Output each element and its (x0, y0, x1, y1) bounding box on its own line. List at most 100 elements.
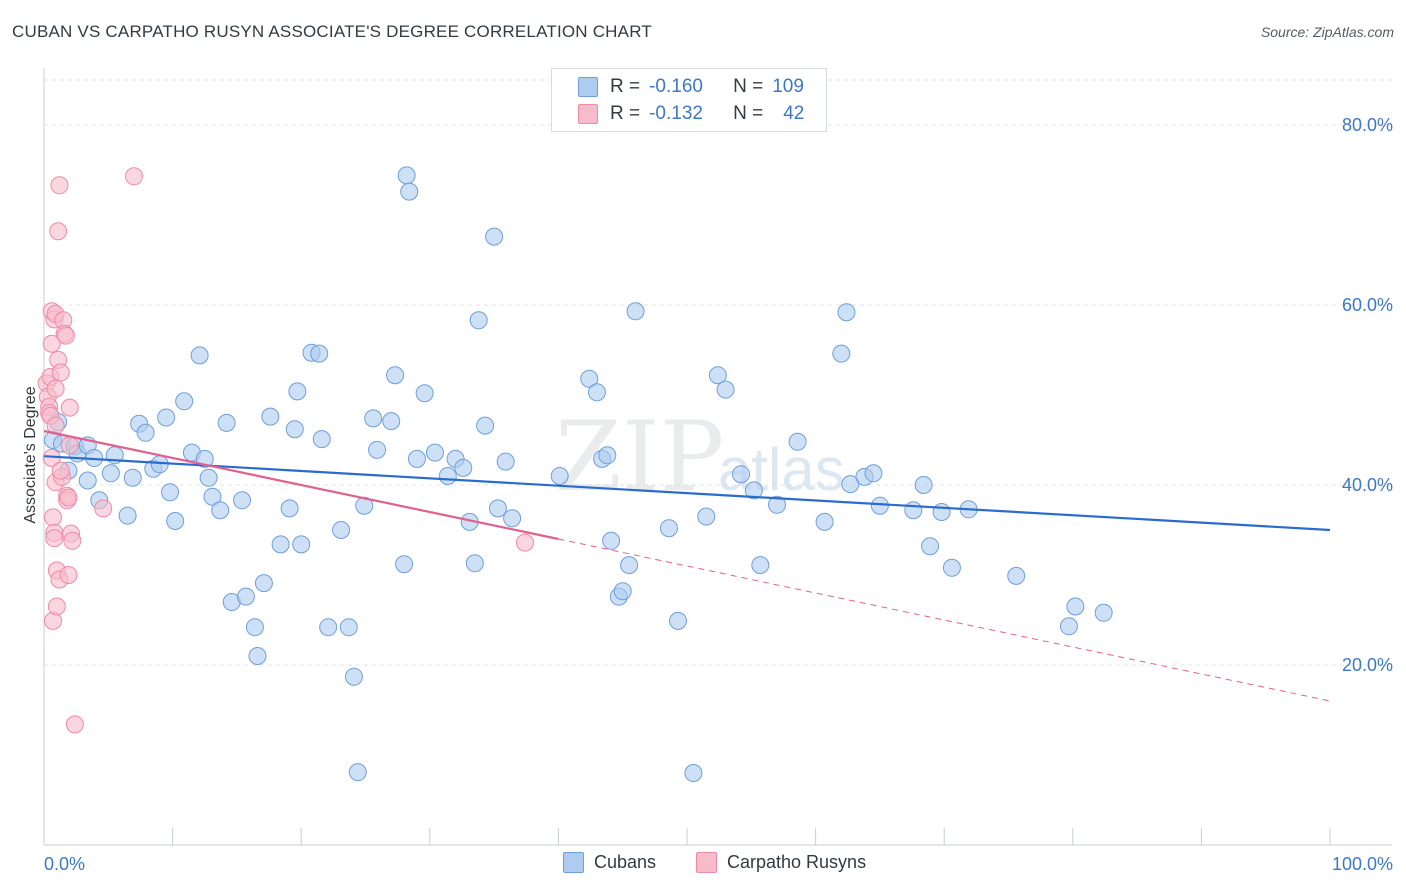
legend-r-label: R = (610, 76, 641, 97)
y-tick-label: 20.0% (1342, 655, 1393, 675)
legend-r-label: R = (610, 103, 641, 124)
cuban-point (768, 495, 787, 514)
legend-n-label: N = (733, 76, 764, 97)
cuban-point (382, 412, 401, 431)
source-label: Source: ZipAtlas.com (1260, 24, 1394, 40)
rusyn-point (49, 222, 68, 241)
rusyn-point (59, 566, 78, 584)
cuban-point (837, 303, 856, 322)
cuban-point (841, 475, 860, 494)
legend-n-value: 109 (772, 76, 804, 97)
cuban-point (465, 554, 484, 573)
cuban-point (613, 582, 632, 601)
cuban-point (150, 455, 169, 474)
cuban-point (832, 344, 851, 363)
legend-n-label: N = (733, 103, 764, 124)
cuban-point (101, 464, 120, 483)
rusyn-point (51, 461, 70, 480)
cuban-point (261, 407, 280, 426)
bottom-legend-rusyns: Carpatho Rusyns (696, 852, 866, 873)
rusyns-trend-line (43, 429, 559, 541)
cuban-point (587, 383, 606, 402)
cuban-point (332, 521, 351, 539)
cuban-point (708, 366, 727, 385)
cuban-point (744, 481, 763, 500)
cuban-point (488, 499, 507, 518)
cuban-point (199, 468, 218, 487)
y-tick-label: 80.0% (1342, 115, 1393, 135)
stats-legend: R = -0.160 N = 109 R = -0.132 N = 42 (551, 68, 827, 132)
cuban-point (659, 519, 678, 538)
cuban-point (580, 369, 599, 388)
cuban-point (78, 471, 97, 490)
watermark-zip: ZIP (555, 401, 724, 513)
cuban-point (248, 647, 267, 665)
cuban-point (161, 483, 180, 502)
rusyn-point (65, 715, 84, 734)
rusyn-point (60, 398, 79, 417)
rusyn-point (51, 363, 70, 382)
rusyn-point (125, 167, 144, 186)
cuban-point (1059, 617, 1078, 636)
cuban-point (217, 413, 236, 432)
cuban-point (697, 507, 716, 526)
trend-layer (43, 429, 1331, 702)
cuban-point (395, 555, 414, 574)
cuban-point (932, 503, 951, 521)
cuban-point (203, 487, 222, 506)
cuban-point (312, 430, 331, 449)
cuban-point (136, 423, 155, 442)
cuban-point (344, 667, 363, 686)
cuban-point (1066, 597, 1085, 616)
cuban-point (271, 535, 290, 554)
rusyns-legend-label: Carpatho Rusyns (727, 852, 867, 872)
cuban-point (118, 506, 137, 525)
labels-layer: 20.0% 40.0% 60.0% 80.0% 0.0% 100.0% (44, 115, 1393, 874)
cuban-point (550, 467, 569, 485)
cuban-point (684, 764, 703, 782)
rusyn-point (46, 379, 65, 398)
rusyns-swatch-icon (578, 104, 598, 124)
y-axis-label: Associate's Degree (22, 386, 39, 523)
cuban-point (598, 446, 617, 465)
cuban-point (400, 182, 419, 201)
cuban-point (386, 366, 405, 385)
x-tick-label-min: 0.0% (44, 854, 85, 874)
cuban-point (454, 458, 473, 477)
cuban-point (364, 409, 383, 428)
cuban-point (620, 556, 639, 575)
cuban-point (407, 449, 426, 468)
rusyn-point (515, 533, 534, 552)
cuban-point (870, 496, 889, 515)
chart-title: CUBAN VS CARPATHO RUSYN ASSOCIATE'S DEGR… (12, 22, 652, 41)
cuban-point (211, 501, 230, 520)
cuban-point (288, 382, 307, 401)
cuban-point (904, 501, 923, 520)
cuban-point (668, 611, 687, 630)
cuban-point (285, 420, 304, 439)
cuban-point (751, 556, 770, 575)
cuban-point (397, 166, 416, 185)
cuban-point (319, 618, 338, 637)
cuban-point (503, 509, 522, 528)
cuban-point (732, 465, 751, 484)
cubans-trend-line (43, 455, 1331, 532)
cuban-point (1094, 603, 1113, 622)
cuban-point (245, 618, 264, 637)
bottom-legend-cubans: Cubans (563, 852, 656, 873)
cuban-point (233, 491, 252, 510)
rusyn-point (50, 176, 69, 195)
legend-n-value: 42 (783, 103, 805, 124)
rusyn-point (47, 597, 66, 616)
rusyns-legend-icon (696, 852, 717, 873)
legend-r-value: -0.160 (649, 76, 703, 97)
cuban-point (425, 443, 444, 462)
cuban-point (348, 763, 367, 782)
cuban-point (716, 380, 735, 399)
cuban-point (157, 408, 176, 427)
rusyn-point (42, 334, 61, 353)
cubans-legend-label: Cubans (594, 852, 657, 872)
rusyn-point (60, 436, 79, 455)
cuban-point (166, 512, 185, 530)
